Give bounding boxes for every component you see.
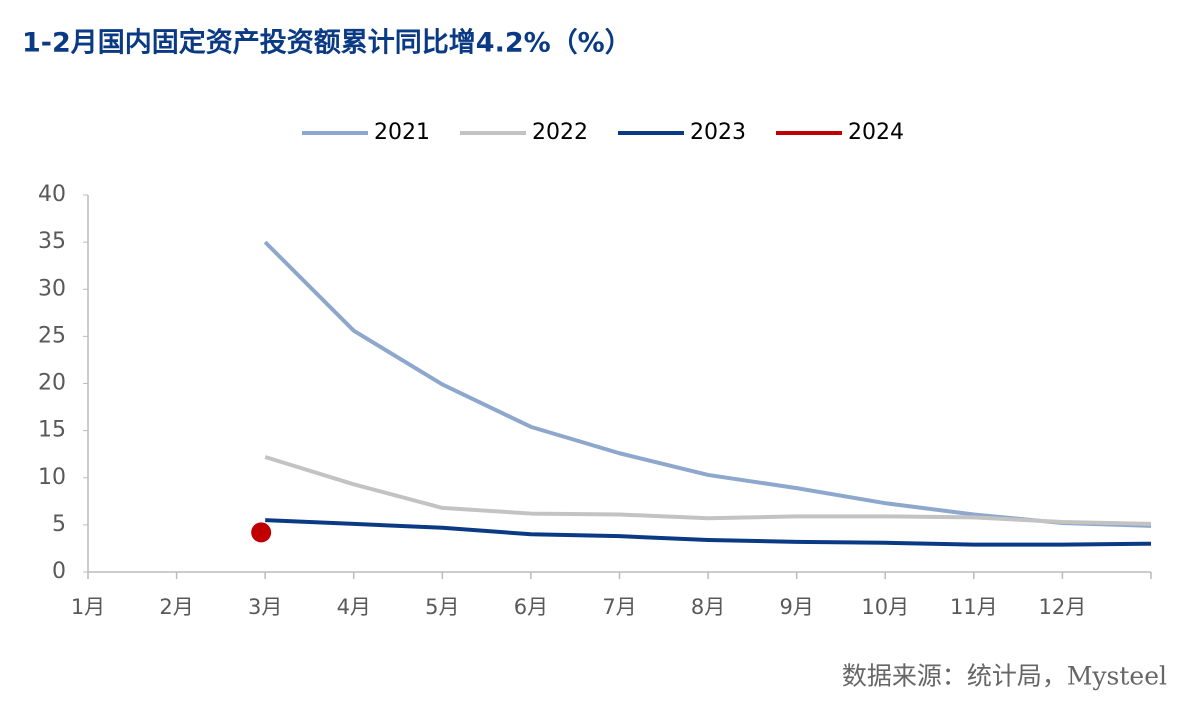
- x-tick-label: 10月: [861, 595, 909, 619]
- series-line: [265, 518, 1152, 547]
- legend-label: 2024: [848, 120, 904, 145]
- legend-label: 2023: [690, 120, 746, 145]
- series-line: [264, 455, 1152, 526]
- chart-title: 1-2月国内固定资产投资额累计同比增4.2%（%）: [22, 27, 632, 59]
- source: 数据来源：统计局，Mysteel: [842, 662, 1167, 691]
- y-tick-label: 25: [38, 323, 66, 348]
- x-tick-label: 7月: [602, 595, 636, 619]
- x-tick-label: 8月: [691, 595, 725, 619]
- legend-label: 2022: [532, 120, 588, 145]
- legend-label: 2021: [374, 120, 430, 145]
- y-tick-label: 15: [38, 418, 66, 443]
- series-point: [251, 522, 272, 543]
- x-tick-label: 6月: [514, 595, 548, 619]
- y-tick-label: 35: [38, 229, 66, 254]
- y-tick-label: 0: [52, 559, 66, 584]
- y-tick-label: 10: [38, 465, 66, 490]
- x-tick-label: 5月: [425, 595, 459, 619]
- series-line: [263, 240, 1152, 528]
- y-tick-label: 5: [52, 512, 66, 537]
- y-tick-label: 30: [38, 276, 66, 301]
- x-tick-label: 9月: [779, 595, 813, 619]
- x-tick-label: 12月: [1039, 595, 1087, 619]
- y-tick-label: 40: [38, 182, 66, 207]
- x-tick-label: 3月: [248, 595, 282, 619]
- y-tick-label: 20: [38, 371, 66, 396]
- x-tick-label: 4月: [337, 595, 371, 619]
- x-tick-label: 2月: [159, 595, 193, 619]
- x-tick-label: 1月: [71, 595, 105, 619]
- x-tick-label: 11月: [950, 595, 998, 619]
